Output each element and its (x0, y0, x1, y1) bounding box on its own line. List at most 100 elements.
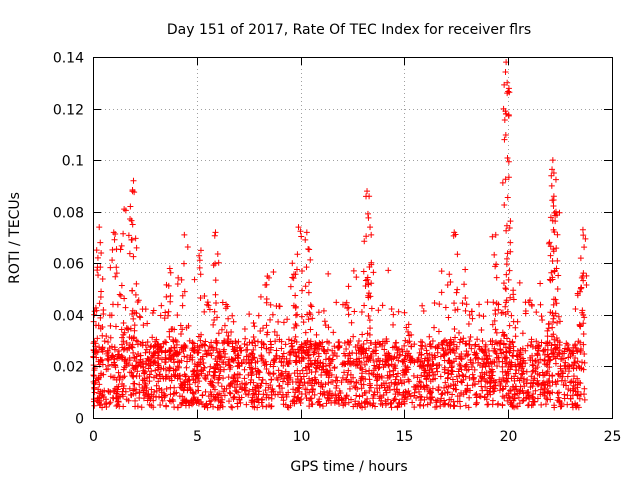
data-point (184, 244, 191, 251)
data-point (542, 381, 549, 388)
data-point (262, 281, 269, 288)
data-point (580, 331, 587, 338)
data-point (385, 362, 392, 369)
data-point (462, 266, 469, 273)
data-point (196, 257, 203, 264)
data-point (142, 349, 149, 356)
data-point (287, 283, 294, 290)
data-point (504, 397, 511, 404)
data-point (112, 231, 119, 238)
data-point (189, 356, 196, 363)
data-point (451, 300, 458, 307)
data-point (330, 352, 337, 359)
data-point (503, 377, 510, 384)
data-point (438, 289, 445, 296)
data-point (300, 319, 307, 326)
data-point (453, 355, 460, 362)
data-point (572, 379, 579, 386)
data-point (506, 387, 513, 394)
data-point (371, 348, 378, 355)
data-point (386, 386, 393, 393)
data-point (201, 374, 208, 381)
data-point (185, 376, 192, 383)
data-point (284, 316, 291, 323)
data-point (554, 397, 561, 404)
data-point (303, 229, 310, 236)
x-tick-label: 5 (193, 429, 202, 445)
data-point (113, 270, 120, 277)
data-point (531, 398, 538, 405)
data-point (112, 364, 119, 371)
data-point (125, 361, 132, 368)
data-point (311, 391, 318, 398)
data-point (574, 391, 581, 398)
data-point (300, 373, 307, 380)
data-point (502, 176, 509, 183)
data-point (196, 252, 203, 259)
data-point (453, 343, 460, 350)
data-point (287, 402, 294, 409)
data-point (163, 403, 170, 410)
data-point (282, 401, 289, 408)
data-point (468, 308, 475, 315)
data-point (581, 350, 588, 357)
data-point (439, 341, 446, 348)
data-point (302, 364, 309, 371)
data-point (364, 395, 371, 402)
data-point (557, 318, 564, 325)
data-point (94, 267, 101, 274)
data-point (205, 302, 212, 309)
data-point (309, 401, 316, 408)
data-point (318, 372, 325, 379)
data-point (483, 356, 490, 363)
data-point (347, 361, 354, 368)
data-point (570, 373, 577, 380)
data-point (307, 379, 314, 386)
data-point (129, 310, 136, 317)
y-tick-label: 0.14 (53, 51, 84, 67)
data-point (417, 397, 424, 404)
data-point (361, 399, 368, 406)
data-point (166, 364, 173, 371)
data-point (148, 354, 155, 361)
data-point (112, 273, 119, 280)
data-point (218, 383, 225, 390)
data-point (456, 392, 463, 399)
data-point (252, 365, 259, 372)
data-point (177, 330, 184, 337)
data-point (395, 345, 402, 352)
data-point (122, 207, 129, 214)
data-point (290, 275, 297, 282)
data-point (555, 389, 562, 396)
data-point (169, 396, 176, 403)
data-point (353, 274, 360, 281)
data-point (533, 309, 540, 316)
data-point (562, 345, 569, 352)
data-point (509, 403, 516, 410)
data-point (368, 231, 375, 238)
data-point (394, 381, 401, 388)
data-point (212, 260, 219, 267)
data-point (508, 400, 515, 407)
data-point (227, 364, 234, 371)
data-point (541, 351, 548, 358)
data-point (505, 85, 512, 92)
data-point (502, 69, 509, 76)
data-point (292, 349, 299, 356)
data-point (251, 398, 258, 405)
data-point (344, 372, 351, 379)
data-point (468, 363, 475, 370)
data-point (193, 371, 200, 378)
data-point (101, 338, 108, 345)
data-point (197, 356, 204, 363)
data-point (168, 326, 175, 333)
data-point (94, 254, 101, 261)
data-point (288, 349, 295, 356)
data-point (126, 385, 133, 392)
data-point (91, 311, 98, 318)
data-point (446, 342, 453, 349)
data-point (129, 186, 136, 193)
data-point (466, 312, 473, 319)
data-point (210, 403, 217, 410)
data-point (250, 379, 257, 386)
